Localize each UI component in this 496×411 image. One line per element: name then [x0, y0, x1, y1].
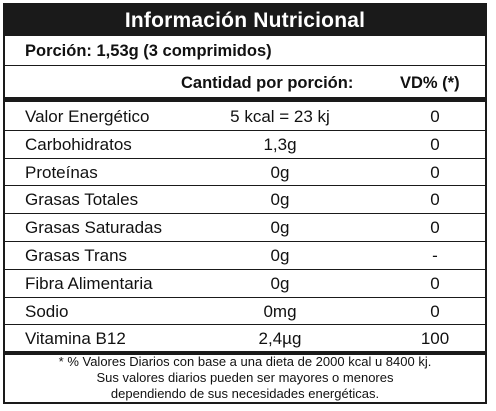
nutrient-name: Sodio	[25, 301, 69, 321]
nutrient-name: Proteínas	[25, 162, 98, 182]
nutrient-vd: 0	[430, 301, 440, 321]
header-divider	[5, 97, 485, 102]
nutrient-amount: 0g	[270, 245, 290, 265]
nutrient-amount: 2,4µg	[258, 329, 302, 349]
nutrient-vd: 0	[430, 134, 440, 154]
nutrient-name: Grasas Saturadas	[25, 218, 163, 238]
nutrient-amount: 0g	[270, 273, 290, 293]
nutrient-name: Grasas Totales	[25, 190, 139, 210]
nutrient-row-carbohidratos: Carbohidratos 1,3g 0	[5, 131, 485, 159]
nutrient-name: Carbohidratos	[25, 134, 132, 154]
nutrient-row-grasas-saturadas: Grasas Saturadas 0g 0	[5, 214, 485, 242]
nutrient-vd: 100	[420, 329, 450, 349]
nutrient-vd: 0	[430, 107, 440, 126]
footer-divider	[5, 351, 485, 355]
nutrient-row-vitamina-b12: Vitamina B12 2,4µg 100	[5, 325, 485, 353]
footnote-line: dependiendo de sus necesidades energétic…	[110, 386, 380, 401]
nutrient-vd: 0	[430, 190, 440, 210]
footnote: * % Valores Diarios con base a una dieta…	[5, 354, 485, 402]
divider	[5, 65, 485, 66]
nutrient-row-grasas-trans: Grasas Trans 0g -	[5, 242, 485, 270]
nutrient-row-valor-energetico: Valor Energético 5 kcal = 23 kj 0	[5, 103, 485, 131]
nutrient-vd: 0	[430, 218, 440, 238]
nutrient-amount: 0g	[270, 190, 290, 210]
nutrient-vd: 0	[430, 162, 440, 182]
footnote-line: * % Valores Diarios con base a una dieta…	[58, 354, 432, 369]
amount-column-header: Cantidad por porción:	[181, 74, 354, 92]
vd-column-header: VD% (*)	[400, 74, 460, 92]
nutrient-amount: 5 kcal = 23 kj	[230, 107, 330, 126]
nutrient-amount: 1,3g	[263, 134, 297, 154]
nutrient-name: Grasas Trans	[25, 245, 128, 265]
footnote-line: Sus valores diarios pueden ser mayores o…	[96, 370, 394, 385]
nutrient-name: Vitamina B12	[25, 329, 126, 349]
nutrient-table: Valor Energético 5 kcal = 23 kj 0 Carboh…	[5, 103, 485, 353]
nutrient-row-fibra-alimentaria: Fibra Alimentaria 0g 0	[5, 270, 485, 298]
nutrient-row-proteinas: Proteínas 0g 0	[5, 159, 485, 187]
nutrition-facts-label: Información Nutricional Porción: 1,53g (…	[3, 3, 487, 404]
nutrient-amount: 0g	[270, 218, 290, 238]
portion-size: Porción: 1,53g (3 comprimidos)	[25, 42, 272, 60]
nutrient-amount: 0g	[270, 162, 290, 182]
nutrient-name: Fibra Alimentaria	[25, 273, 153, 293]
label-title: Información Nutricional	[5, 5, 485, 36]
nutrient-amount: 0mg	[263, 301, 297, 321]
nutrient-vd: -	[432, 245, 438, 265]
nutrient-row-sodio: Sodio 0mg 0	[5, 298, 485, 326]
nutrient-vd: 0	[430, 273, 440, 293]
nutrient-name: Valor Energético	[25, 107, 150, 126]
nutrient-row-grasas-totales: Grasas Totales 0g 0	[5, 186, 485, 215]
